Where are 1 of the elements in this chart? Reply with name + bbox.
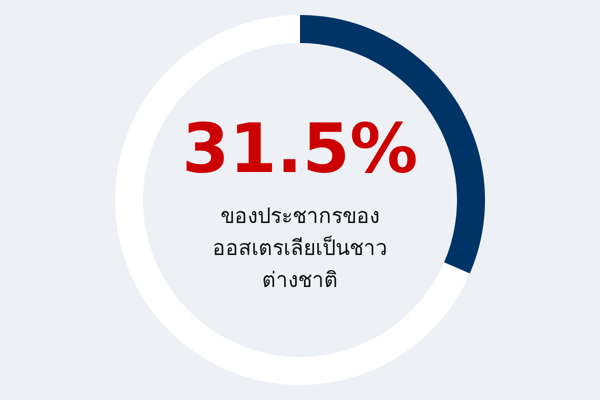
annotation: ของประชากรของออสเตรเลียเป็นชาวต่างชาติ [212,203,388,294]
